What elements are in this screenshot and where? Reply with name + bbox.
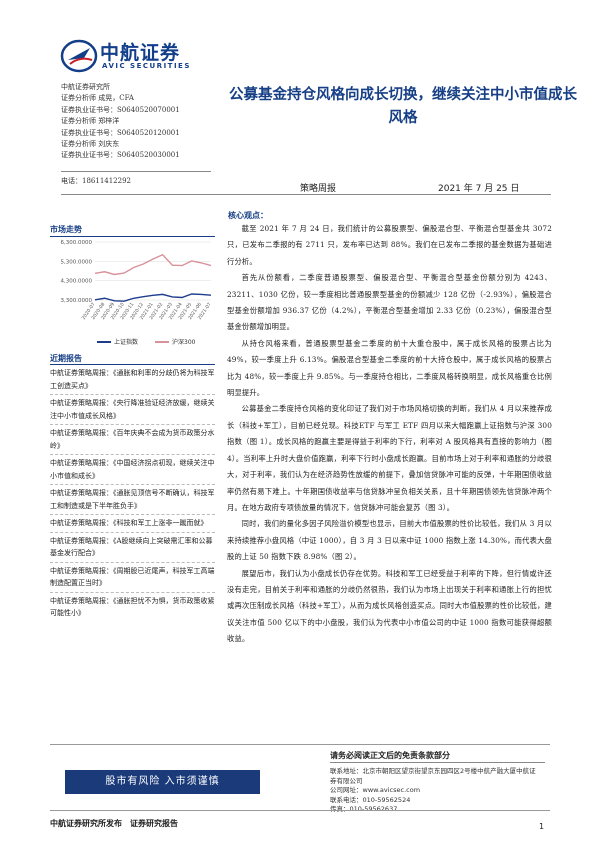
report-link[interactable]: 中航证券策略周报：《A股继续向上突破需汇率和公募基金发行配合》 — [50, 531, 215, 562]
disclaimer-title: 请务必阅读正文后的免责条款部分 — [330, 751, 450, 760]
body-paragraph: 截至 2021 年 7 月 24 日，我们统计的公募股票型、偏股混合型、平衡混合… — [227, 224, 552, 266]
body-paragraph: 同时，我们的量化多因子风险溢价模型也显示，目前大市值股票的性价比较低，我们从 3… — [227, 519, 552, 562]
report-link[interactable]: 中航证券策略周报：《通胀和利率的分歧仍将为科技军工创造买点》 — [50, 369, 215, 390]
series-line — [94, 253, 212, 276]
logo-text-cn: 中航证券 — [100, 42, 181, 64]
legend-label: 上证指数 — [114, 338, 138, 346]
risk-banner: 股市有风险 入市须谨慎 — [65, 770, 260, 794]
logo-icon — [60, 39, 98, 73]
analyst-line: 证券执业证书号：S0640520070001 — [61, 105, 180, 114]
report-link[interactable]: 中航证券策略周报：《央行降准验证经济放缓，继续关注中小市值成长风格》 — [50, 394, 215, 424]
report-date: 2021 年 7 月 25 日 — [438, 184, 520, 194]
recent-reports-title: 近期报告 — [50, 354, 82, 363]
analyst-line: 证券分析师 郑梓洋 — [61, 117, 120, 126]
contact-fax: 传真：010-59562637 — [330, 805, 398, 813]
company-logo: 中航证券 AVIC SECURITIES — [60, 38, 210, 74]
report-link[interactable]: 中航证券策略周报：《通胀担忧不为惧，货币政策收紧可能性小》 — [50, 591, 215, 622]
divider — [61, 171, 211, 172]
divider — [330, 762, 545, 763]
analyst-line: 证券分析师 刘庆东 — [61, 140, 120, 149]
section-underline — [50, 236, 215, 237]
page-number: 1 — [539, 822, 545, 831]
recent-reports-list: 中航证券策略周报：《通胀和利率的分歧仍将为科技军工创造买点》 中航证券策略周报：… — [50, 365, 215, 622]
analyst-line: 证券执业证书号：S0640520120001 — [61, 128, 180, 137]
divider — [50, 744, 550, 745]
body-paragraph: 首先从份额看，二季度普通股票型、偏股混合型、平衡混合型基金份额分别为 4243、… — [227, 273, 552, 332]
y-tick-label: 6,300.0000 — [61, 240, 93, 246]
divider — [61, 194, 551, 195]
report-link[interactable]: 中航证券策略周报：《中国经济拐点初现，继续关注中小市值和成长》 — [50, 454, 215, 484]
divider — [50, 810, 550, 811]
y-tick-label: 3,300.0000 — [61, 298, 93, 304]
contact-address: 联系地址：北京市朝阳区望京街望京东园四区2号楼中航产融大厦中航证券有限公司 — [330, 767, 536, 785]
logo-text-en: AVIC SECURITIES — [102, 62, 191, 70]
analyst-info: 中航证券研究所 证券分析师 成晃，CFA 证券执业证书号：S0640520070… — [61, 82, 221, 162]
y-tick-label: 4,300.0000 — [61, 279, 93, 285]
analyst-line: 证券执业证书号：S0640520030001 — [61, 151, 180, 160]
contact-phone: 联系电话：010-59562524 — [330, 795, 411, 804]
y-tick-label: 5,300.0000 — [61, 259, 93, 265]
report-body: 截至 2021 年 7 月 24 日，我们统计的公募股票型、偏股混合型、平衡混合… — [227, 221, 552, 648]
body-paragraph: 从持仓风格来看，普通股票型基金二季度的前十大重仓股中，属于成长风格的股票占比为 … — [227, 338, 552, 398]
body-paragraph: 展望后市，我们认为小盘成长仍存在优势。科技和军工已经受益于利率的下降，但行情或许… — [227, 568, 552, 644]
report-link[interactable]: 中航证券策略周报：《通胀见顶信号不断确认，科技军工和制造或是下半年胜负手》 — [50, 484, 215, 514]
phone-number: 电话：18611412292 — [61, 177, 131, 185]
report-type: 策略周报 — [300, 184, 337, 194]
report-link[interactable]: 中航证券策略周报：《科技和军工上涨非一蹴而就》 — [50, 514, 215, 532]
section-underline — [50, 364, 215, 365]
market-trend-chart: 6,300.0000 5,300.0000 4,300.0000 3,300.0000… — [61, 240, 213, 346]
series-line — [94, 293, 212, 302]
contact-website: 公司网址：www.avicsec.com — [330, 786, 421, 794]
legend-label: 沪深300 — [172, 338, 196, 346]
body-paragraph: 公募基金二季度持仓风格的变化印证了我们对于市场风格切换的判断，我们从 4 月以来… — [227, 404, 552, 512]
publisher-label: 中航证券研究所发布 证券研究报告 — [50, 819, 178, 828]
report-link[interactable]: 中航证券策略周报：《百年庆典不会成为货币政策分水岭》 — [50, 424, 215, 454]
contact-info: 联系地址：北京市朝阳区望京街望京东园四区2号楼中航产融大厦中航证券有限公司 公司… — [330, 767, 540, 815]
analyst-line: 证券分析师 成晃，CFA — [61, 94, 134, 103]
institute-name: 中航证券研究所 — [61, 83, 110, 91]
report-title: 公募基金持仓风格向成长切换，继续关注中小市值成长风格 — [229, 87, 577, 126]
market-trend-title: 市场走势 — [50, 225, 82, 234]
core-views-heading: 核心观点： — [228, 211, 268, 220]
report-link[interactable]: 中航证券策略周报：《周期股已近尾声，科技军工高端制造配置正当时》 — [50, 561, 215, 592]
